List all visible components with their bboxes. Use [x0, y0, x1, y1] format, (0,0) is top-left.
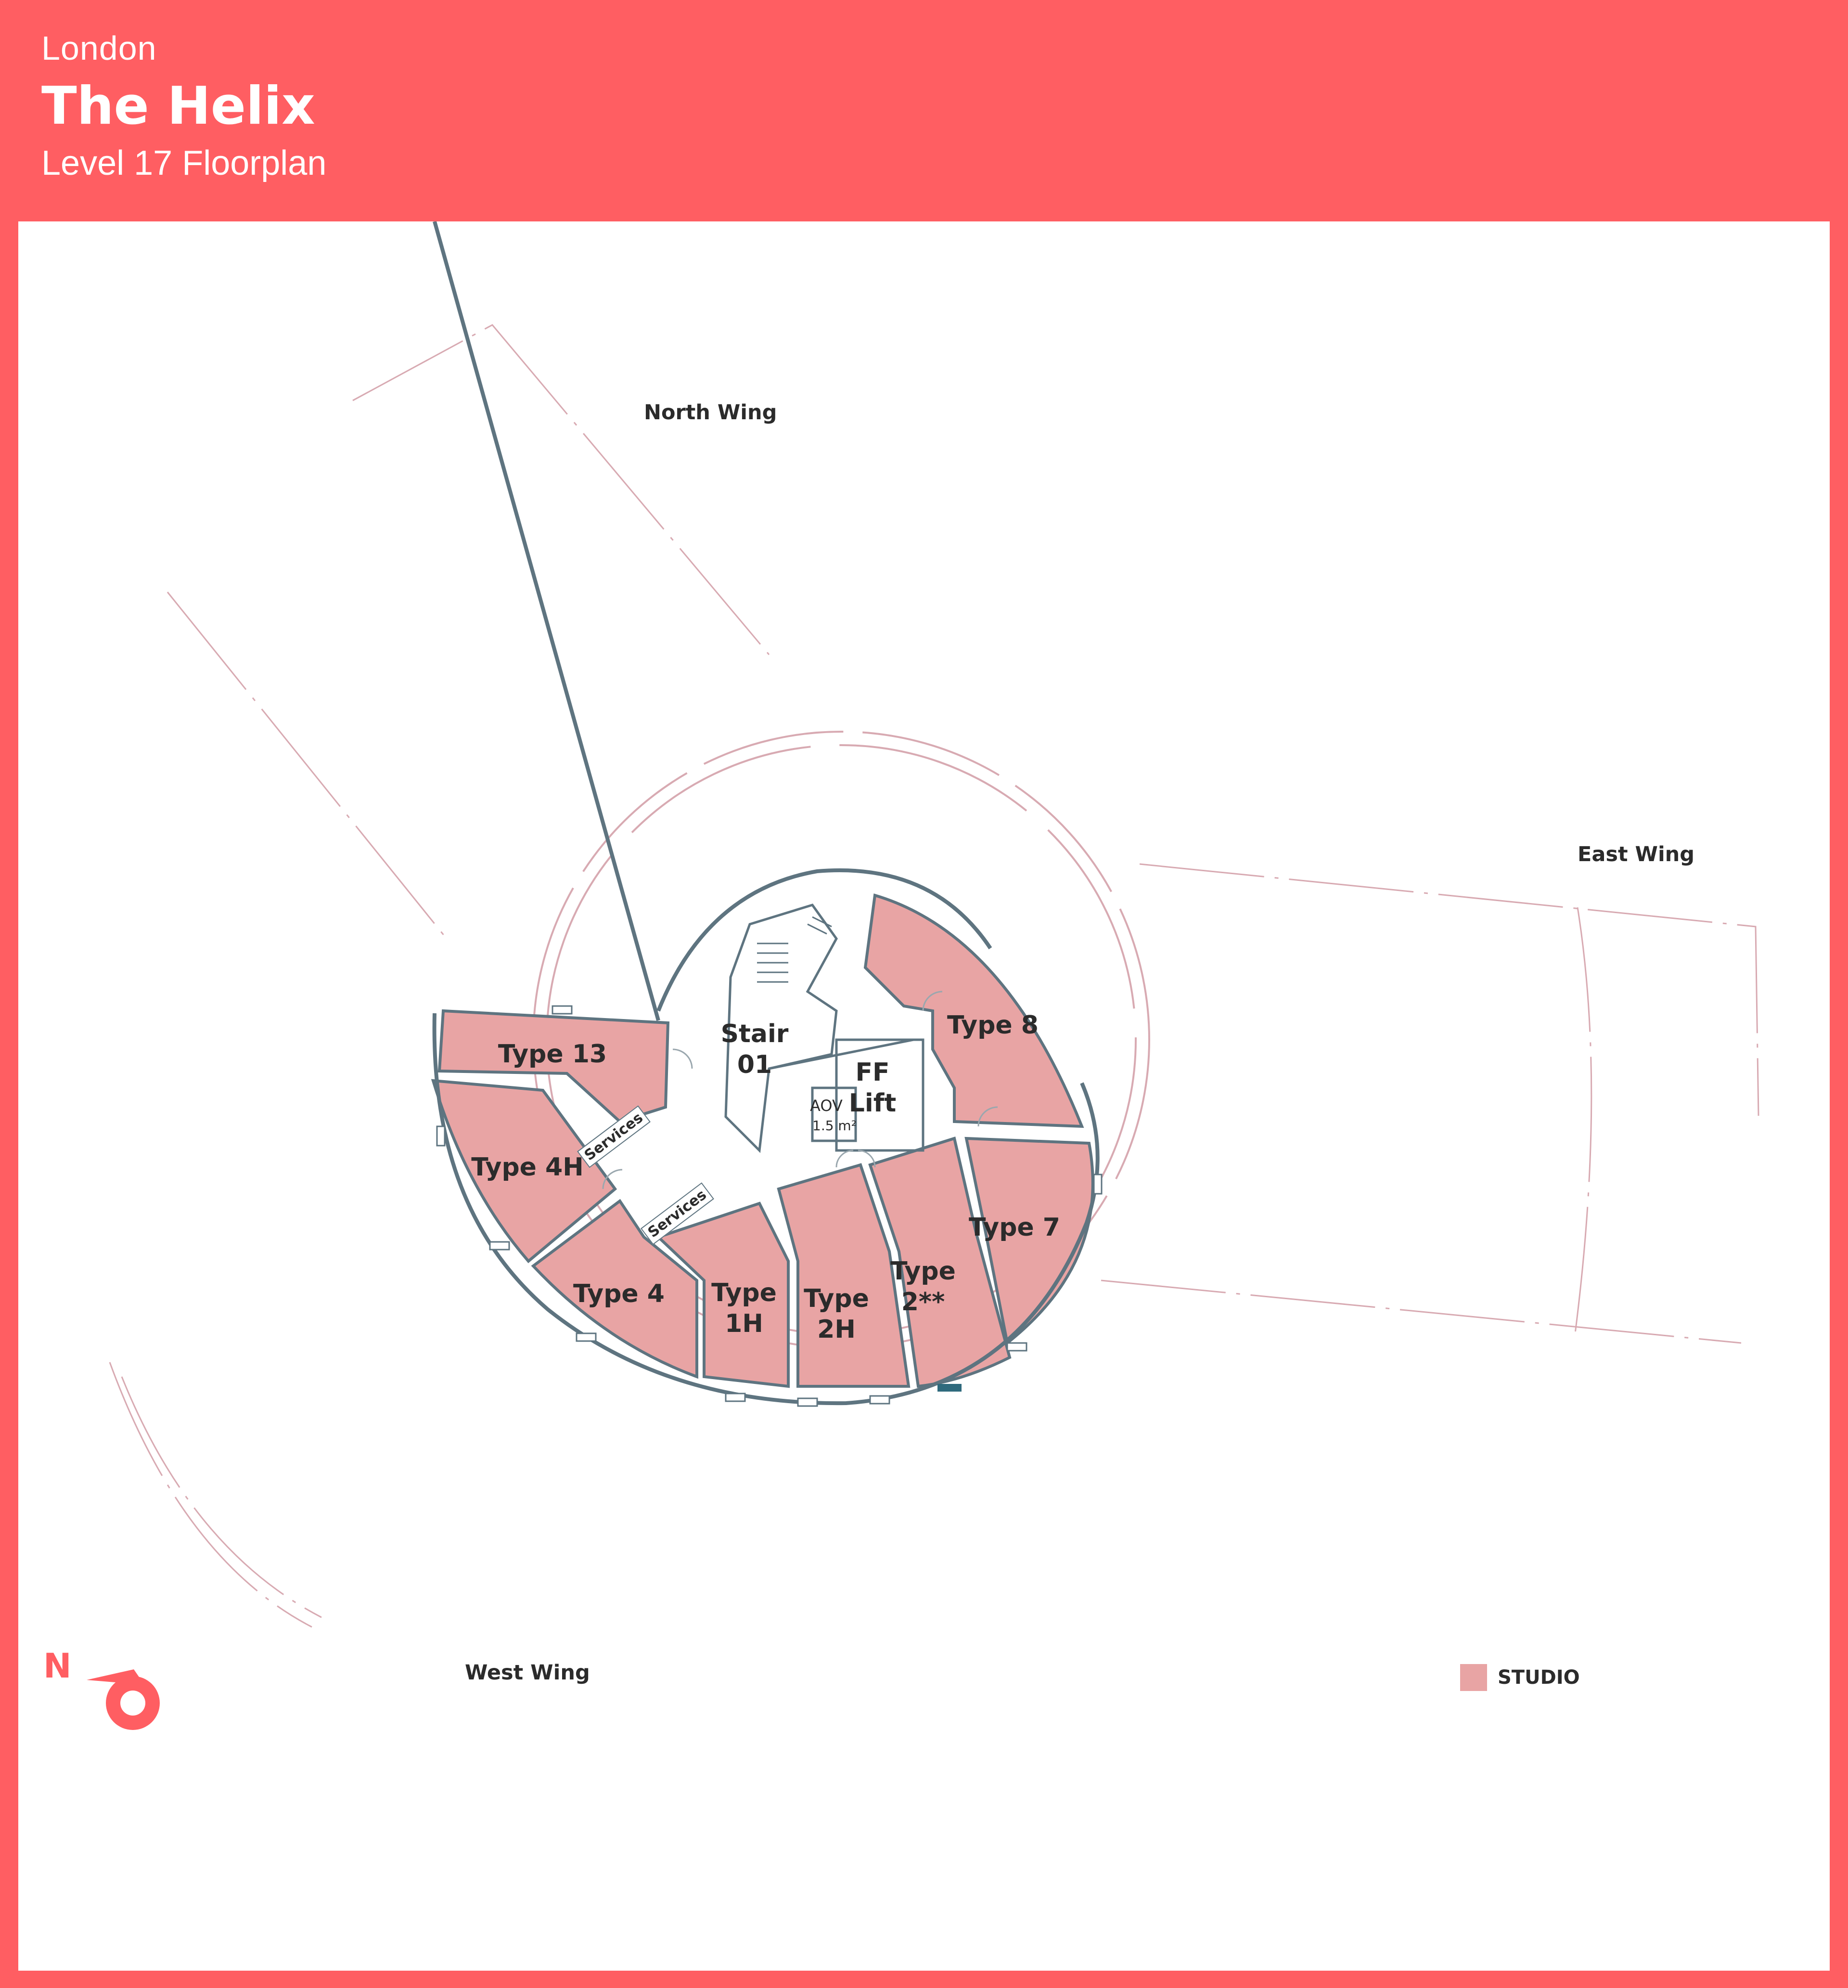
floor-subtitle: Level 17 Floorplan [41, 144, 327, 182]
door-type-2h [835, 1149, 854, 1168]
west-wing-arc [109, 1362, 312, 1628]
west-wing-label: West Wing [465, 1661, 590, 1685]
core-wall [656, 868, 992, 1012]
north-letter: N [43, 1646, 72, 1686]
door-swings [602, 991, 998, 1189]
unit-type-8-label[interactable]: Type 8 [947, 1011, 1039, 1040]
balcony-accent [937, 1384, 962, 1392]
studio-units [431, 893, 1094, 1388]
unit-type-4-label[interactable]: Type 4 [573, 1279, 665, 1308]
unit-type-8 [863, 893, 1084, 1128]
unit-type-2h [777, 1163, 911, 1388]
stair-01-outline [724, 904, 838, 1153]
door-services-1 [602, 1169, 623, 1189]
door-type-7 [977, 1106, 998, 1127]
lift-label: FF Lift [848, 1058, 897, 1118]
north-wing-outline [352, 324, 770, 655]
lift-shaft [835, 1038, 924, 1152]
unit-type-2h-label[interactable]: Type 2H [804, 1284, 869, 1344]
floorplan-map[interactable]: North Wing East Wing West Wing Stair 01 … [18, 221, 1830, 1971]
unit-type-4 [531, 1199, 698, 1379]
unit-type-4h [431, 1079, 617, 1264]
east-wing-south-edge [1101, 1279, 1742, 1344]
unit-type-7 [964, 1136, 1094, 1346]
door-core-north [922, 991, 943, 1011]
door-type-2-star [858, 1149, 876, 1168]
corridor-north-wall [433, 221, 660, 1021]
unit-type-7-label[interactable]: Type 7 [969, 1213, 1060, 1242]
unit-type-2-star-label[interactable]: Type 2** [890, 1257, 956, 1317]
east-wing-label: East Wing [1578, 842, 1695, 866]
west-wing-arc-inner [121, 1376, 322, 1618]
unit-type-13-label[interactable]: Type 13 [498, 1040, 607, 1069]
stair-01-label: Stair 01 [720, 1020, 789, 1079]
stair-treads [757, 916, 832, 983]
building-title: The Helix [41, 76, 315, 136]
city-name: London [41, 29, 157, 67]
aov-label: AOV [810, 1097, 843, 1115]
aov-shaft [811, 1086, 857, 1142]
header: London The Helix Level 17 Floorplan [0, 0, 1848, 221]
north-wing-label: North Wing [644, 400, 777, 425]
east-wing-outline [1139, 863, 1759, 1116]
north-arrow-icon [87, 1669, 160, 1730]
north-wing-west-edge [167, 592, 448, 939]
window-marks [436, 1005, 1103, 1407]
legend: STUDIO [1460, 1664, 1580, 1691]
east-wing-curve [1574, 907, 1592, 1334]
stair-landing [769, 1038, 914, 1070]
unit-type-2-star [868, 1136, 1012, 1388]
unit-type-4h-label[interactable]: Type 4H [471, 1153, 584, 1182]
podium-ring-outer [532, 731, 1150, 1349]
floorplan-drawing [109, 221, 1759, 1628]
legend-studio-label: STUDIO [1498, 1666, 1580, 1689]
unit-type-1h [655, 1201, 790, 1388]
legend-studio-swatch [1460, 1664, 1487, 1691]
aov-area-label: 1.5 m² [812, 1118, 857, 1134]
wing-outlines [109, 324, 1759, 1628]
core-elements [724, 904, 924, 1153]
unit-type-1h-label[interactable]: Type 1H [711, 1278, 777, 1338]
door-type-13 [672, 1048, 693, 1069]
